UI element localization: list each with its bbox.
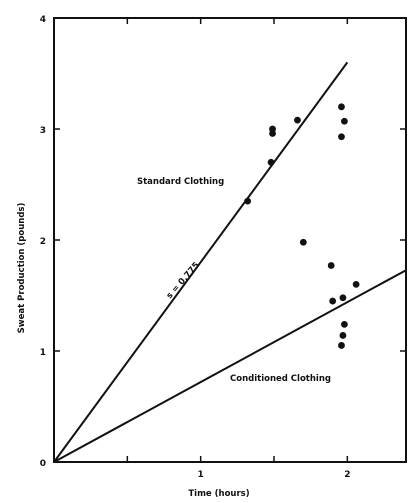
data-point <box>269 125 276 133</box>
data-point <box>294 116 301 124</box>
plot-frame <box>53 17 407 463</box>
x-tick-label: 1 <box>198 470 204 480</box>
fit-lines <box>53 61 407 463</box>
data-points <box>244 103 360 349</box>
data-point <box>341 320 348 328</box>
standard-clothing-label: Standard Clothing <box>137 177 224 187</box>
data-point <box>338 103 345 111</box>
y-tick-label: 2 <box>40 237 46 247</box>
tick-marks <box>54 18 406 462</box>
y-tick-label: 1 <box>40 348 46 358</box>
x-axis-title: Time (hours) <box>188 489 249 499</box>
slope-label: s = 0.775 <box>165 260 202 301</box>
data-point <box>338 342 345 349</box>
standard-clothing-line <box>53 61 349 463</box>
data-point <box>267 158 275 166</box>
data-point <box>339 294 347 302</box>
y-axis-title: Sweat Production (pounds) <box>17 203 27 334</box>
tick-labels: 1 2 0 1 2 3 4 <box>40 15 351 480</box>
data-point <box>339 332 347 339</box>
conditioned-clothing-label: Conditioned Clothing <box>230 374 331 384</box>
y-tick-label: 3 <box>40 126 46 136</box>
y-tick-label: 0 <box>40 459 46 469</box>
y-tick-label: 4 <box>40 15 46 25</box>
x-tick-label: 2 <box>344 470 350 480</box>
data-point <box>338 133 345 141</box>
data-point <box>299 238 307 246</box>
data-point <box>352 281 360 288</box>
data-point <box>341 117 348 125</box>
conditioned-clothing-line <box>53 269 407 463</box>
data-point <box>327 262 335 269</box>
data-point <box>329 297 337 305</box>
data-point <box>244 197 252 205</box>
